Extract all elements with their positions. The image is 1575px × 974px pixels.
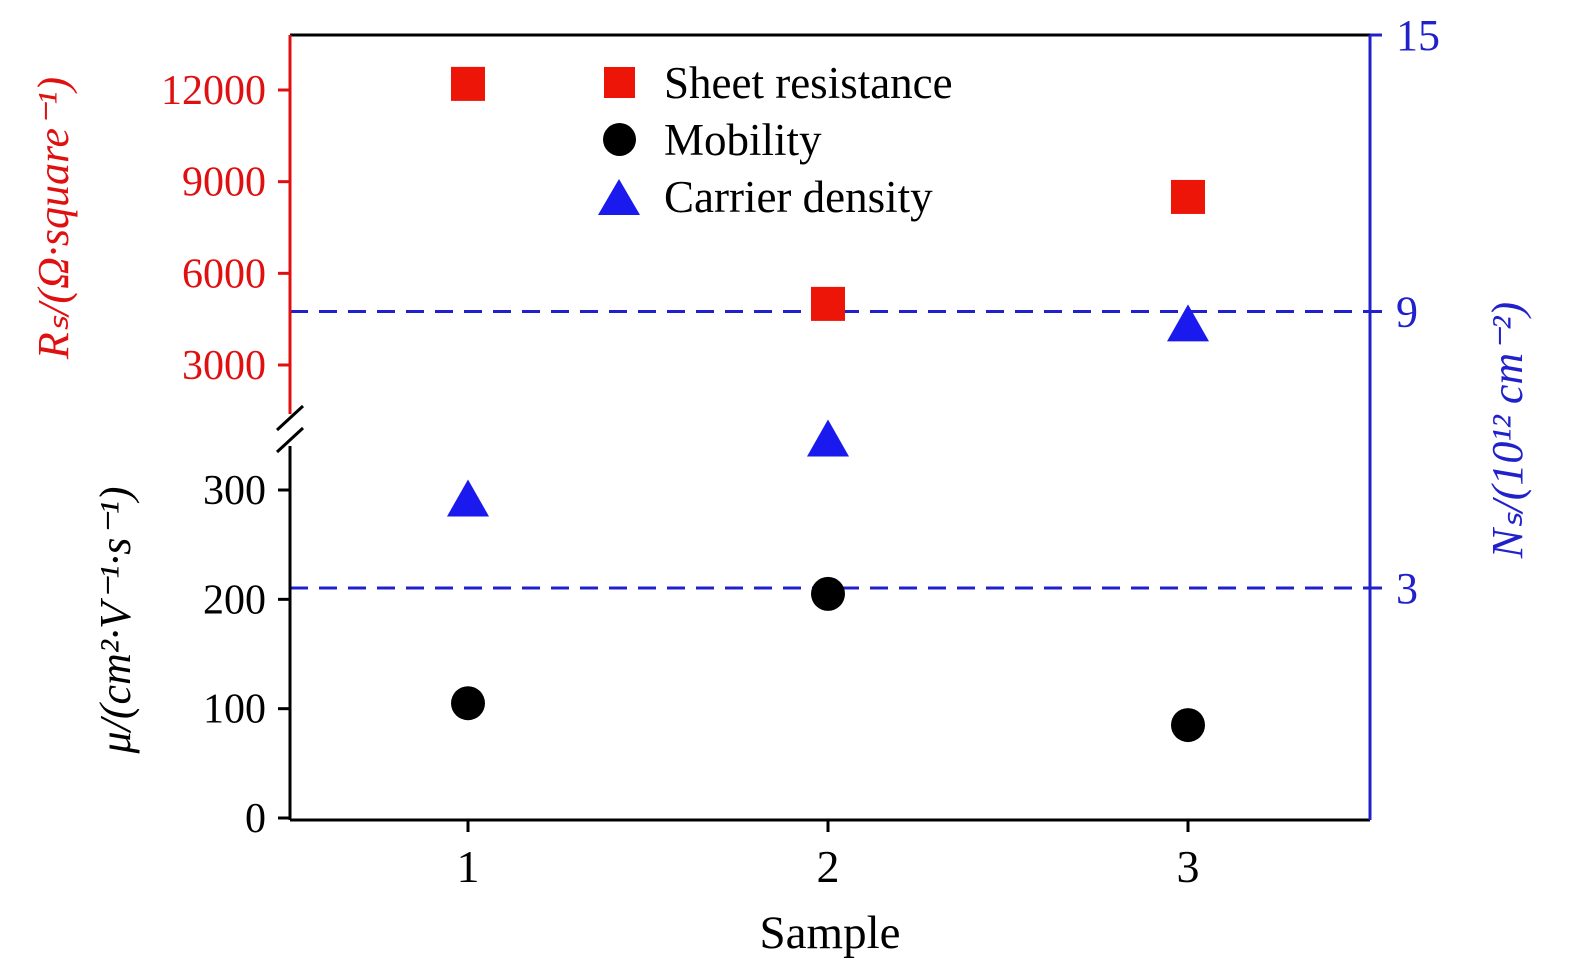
rs-tick-label-3000: 3000: [182, 343, 266, 389]
ns-tick-label-9: 9: [1396, 288, 1418, 337]
legend-row-carrier-density: Carrier density: [596, 168, 953, 225]
legend-label-sheet-resistance: Sheet resistance: [664, 57, 953, 108]
ns-tick-label-15: 15: [1396, 11, 1440, 60]
axis-break-mark: [275, 426, 305, 454]
x-tick-label-3: 3: [1177, 841, 1200, 892]
rs-tick-label-9000: 9000: [182, 160, 266, 206]
data-point-mobility-sample-1: [451, 686, 485, 721]
circle-marker-icon: [602, 123, 636, 156]
square-marker-icon: [603, 67, 635, 98]
mu-tick-label-200: 200: [203, 577, 266, 623]
data-point-carrier-density-sample-1: [447, 479, 489, 517]
ns-tick-label-3: 3: [1396, 564, 1418, 613]
legend-row-sheet-resistance: Sheet resistance: [596, 54, 953, 111]
legend-marker-box: [596, 178, 642, 215]
mu-tick-label-0: 0: [245, 796, 266, 842]
mu-tick-label-100: 100: [203, 687, 266, 733]
data-point-carrier-density-sample-3: [1167, 304, 1209, 342]
data-point-sheet-resistance-sample-2: [811, 286, 845, 321]
data-point-carrier-density-sample-2: [807, 419, 849, 457]
triangle-marker-icon: [598, 178, 640, 215]
data-point-mobility-sample-2: [811, 576, 845, 611]
axis-break-mark: [275, 404, 305, 432]
left-axis-label-mobility: μ/(cm²·V⁻¹·s⁻¹): [91, 486, 140, 754]
rs-tick-label-6000: 6000: [182, 251, 266, 297]
x-tick-label-1: 1: [457, 841, 480, 892]
left-axis-label-sheet-resistance: Rₛ/(Ω·square⁻¹): [29, 76, 78, 360]
data-point-mobility-sample-3: [1171, 708, 1205, 743]
legend-label-carrier-density: Carrier density: [664, 171, 933, 222]
x-axis-label: Sample: [759, 907, 901, 959]
x-tick-label-2: 2: [817, 841, 840, 892]
right-axis-label-carrier-density: Nₛ/(10¹² cm⁻²): [1483, 301, 1532, 559]
data-point-sheet-resistance-sample-1: [451, 66, 485, 101]
rs-tick-label-12000: 12000: [161, 68, 266, 114]
mu-tick-label-300: 300: [203, 468, 266, 514]
legend-marker-box: [596, 67, 642, 98]
legend-label-mobility: Mobility: [664, 114, 822, 165]
data-point-sheet-resistance-sample-3: [1171, 179, 1205, 214]
legend-marker-box: [596, 123, 642, 156]
legend-row-mobility: Mobility: [596, 111, 953, 168]
legend: Sheet resistance Mobility Carrier densit…: [596, 54, 953, 225]
